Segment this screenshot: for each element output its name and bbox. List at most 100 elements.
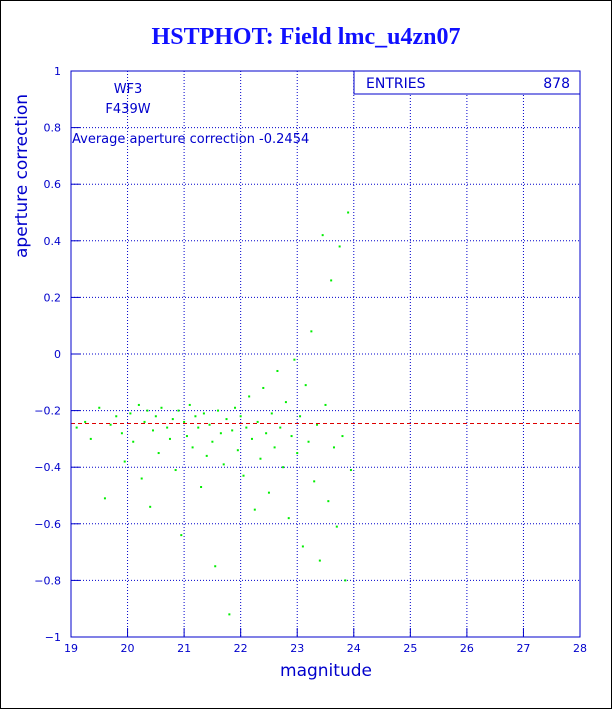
data-point bbox=[242, 474, 245, 477]
data-point bbox=[152, 429, 155, 432]
data-point bbox=[200, 486, 203, 489]
data-point bbox=[89, 437, 92, 440]
data-point bbox=[267, 491, 270, 494]
data-point bbox=[75, 426, 78, 429]
data-point bbox=[276, 369, 279, 372]
y-tick-label: 0.8 bbox=[44, 122, 62, 135]
x-tick-label: 26 bbox=[460, 642, 474, 655]
data-point bbox=[98, 406, 101, 409]
data-point bbox=[234, 406, 237, 409]
data-point bbox=[157, 452, 160, 455]
average-label: Average aperture correction -0.2454 bbox=[72, 132, 309, 147]
x-tick-label: 25 bbox=[403, 642, 417, 655]
data-point bbox=[273, 446, 276, 449]
y-tick-label: 0.2 bbox=[44, 291, 62, 304]
data-point bbox=[143, 420, 146, 423]
axis-ticks: 19 20 21 22 23 24 25 26 27 28 −1 −0.8 −0.6 −0.4 −0.2 0 0… bbox=[34, 65, 587, 655]
data-point bbox=[132, 440, 135, 443]
data-point bbox=[265, 432, 268, 435]
data-points bbox=[75, 211, 352, 616]
data-point bbox=[202, 412, 205, 415]
data-point bbox=[270, 412, 273, 415]
data-point bbox=[341, 435, 344, 438]
y-tick-label: −0.8 bbox=[34, 574, 61, 587]
data-point bbox=[231, 429, 234, 432]
y-tick-label: −1 bbox=[45, 631, 61, 644]
y-tick-label: 0 bbox=[54, 348, 61, 361]
data-point bbox=[137, 403, 140, 406]
data-point bbox=[262, 386, 265, 389]
data-point bbox=[296, 452, 299, 455]
data-point bbox=[310, 330, 313, 333]
data-point bbox=[120, 432, 123, 435]
y-tick-label: −0.4 bbox=[34, 461, 61, 474]
data-point bbox=[307, 440, 310, 443]
camera-label: WF3 bbox=[114, 82, 143, 97]
y-axis-label: aperture correction bbox=[12, 94, 32, 258]
x-tick-label: 20 bbox=[121, 642, 135, 655]
stats-value: 878 bbox=[543, 76, 570, 92]
data-point bbox=[259, 457, 262, 460]
data-point bbox=[149, 505, 152, 508]
x-tick-label: 19 bbox=[64, 642, 78, 655]
chart-title: HSTPHOT: Field lmc_u4zn07 bbox=[151, 24, 461, 50]
data-point bbox=[290, 435, 293, 438]
y-tick-label: 0.6 bbox=[44, 178, 62, 191]
data-point bbox=[171, 418, 174, 421]
data-point bbox=[84, 420, 87, 423]
data-point bbox=[338, 245, 341, 248]
stats-box bbox=[353, 70, 581, 95]
data-point bbox=[129, 412, 132, 415]
data-point bbox=[168, 437, 171, 440]
data-point bbox=[188, 403, 191, 406]
y-tick-label: 1 bbox=[54, 65, 61, 78]
data-point bbox=[236, 449, 239, 452]
data-point bbox=[318, 559, 321, 562]
data-point bbox=[185, 435, 188, 438]
data-point bbox=[191, 446, 194, 449]
data-point bbox=[321, 234, 324, 237]
data-point bbox=[248, 395, 251, 398]
y-tick-label: −0.6 bbox=[34, 518, 61, 531]
data-point bbox=[211, 440, 214, 443]
data-point bbox=[166, 426, 169, 429]
data-point bbox=[330, 279, 333, 282]
data-point bbox=[253, 508, 256, 511]
data-point bbox=[183, 420, 186, 423]
filter-label: F439W bbox=[105, 102, 150, 117]
data-point bbox=[217, 409, 220, 412]
data-point bbox=[250, 437, 253, 440]
data-point bbox=[140, 477, 143, 480]
data-point bbox=[205, 454, 208, 457]
data-point bbox=[299, 415, 302, 418]
data-point bbox=[214, 565, 217, 568]
data-point bbox=[282, 466, 285, 469]
data-point bbox=[109, 423, 112, 426]
y-tick-label: 0.4 bbox=[44, 235, 62, 248]
data-point bbox=[304, 384, 307, 387]
data-point bbox=[194, 415, 197, 418]
stats-label: ENTRIES bbox=[366, 76, 426, 92]
plot-area bbox=[70, 70, 581, 638]
x-tick-label: 23 bbox=[290, 642, 304, 655]
data-point bbox=[222, 463, 225, 466]
data-point bbox=[284, 401, 287, 404]
data-point bbox=[335, 525, 338, 528]
data-point bbox=[180, 534, 183, 537]
data-point bbox=[174, 469, 177, 472]
data-point bbox=[344, 579, 347, 582]
grid-lines bbox=[71, 71, 580, 637]
data-point bbox=[293, 358, 296, 361]
data-point bbox=[245, 426, 248, 429]
x-tick-label: 27 bbox=[516, 642, 530, 655]
data-point bbox=[239, 415, 242, 418]
data-point bbox=[327, 500, 330, 503]
data-point bbox=[146, 409, 149, 412]
data-point bbox=[219, 432, 222, 435]
data-point bbox=[225, 418, 228, 421]
data-point bbox=[287, 517, 290, 520]
data-point bbox=[177, 409, 180, 412]
data-point bbox=[228, 613, 231, 616]
data-point bbox=[256, 420, 259, 423]
